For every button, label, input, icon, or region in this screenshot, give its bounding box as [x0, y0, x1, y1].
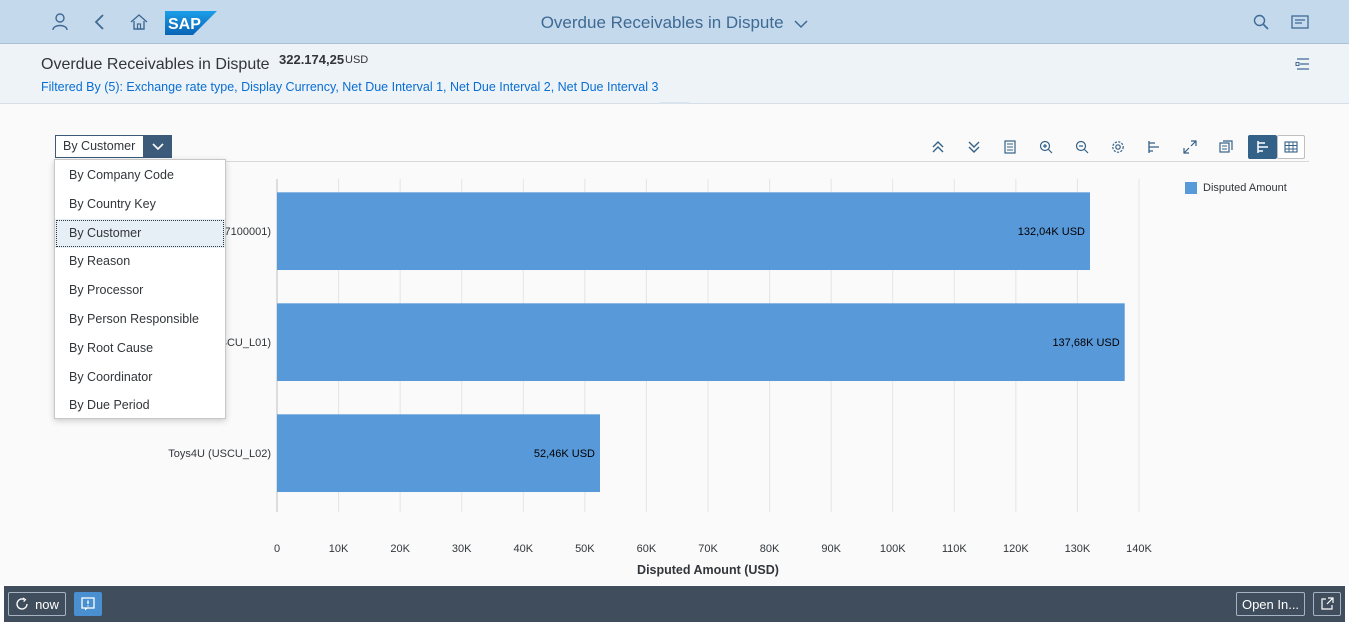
dropdown-option[interactable]: By Due Period — [69, 398, 150, 413]
x-tick-label: 40K — [513, 543, 533, 555]
x-tick-label: 20K — [390, 543, 410, 555]
category-label[interactable]: Toys4U (USCU_L02) — [168, 448, 271, 460]
sort-icon[interactable] — [1140, 135, 1168, 159]
search-icon[interactable] — [1248, 10, 1274, 34]
x-tick-label: 60K — [637, 543, 657, 555]
dropdown-option[interactable]: By Reason — [69, 254, 131, 269]
refresh-label: now — [35, 596, 59, 612]
view-selector-arrow[interactable] — [144, 135, 172, 158]
chart-view-button[interactable] — [1248, 135, 1277, 159]
dropdown-option[interactable]: By Company Code — [69, 168, 174, 182]
object-header: Overdue Receivables in Dispute 322.174,2… — [0, 44, 1349, 104]
dropdown-option[interactable]: By Person Responsible — [69, 312, 199, 326]
chart-legend-item[interactable]: Disputed Amount — [1185, 182, 1287, 194]
share-button[interactable] — [1313, 592, 1341, 616]
x-tick-label: 120K — [1003, 543, 1029, 555]
bar[interactable] — [277, 192, 1090, 271]
refresh-button[interactable]: now — [8, 592, 66, 616]
filter-summary-link[interactable]: Filtered By (5): Exchange rate type, Dis… — [41, 80, 659, 94]
personalize-icon[interactable] — [1212, 135, 1240, 159]
svg-text:SAP: SAP — [168, 16, 201, 33]
x-axis-title: Disputed Amount (USD) — [637, 563, 779, 577]
expand-all-icon[interactable] — [960, 135, 988, 159]
chart-toolbar — [0, 135, 1349, 159]
x-tick-label: 140K — [1126, 543, 1152, 555]
legend-label: Disputed Amount — [1203, 182, 1287, 194]
chevron-down-icon[interactable] — [794, 14, 808, 34]
sap-logo[interactable]: SAP — [165, 11, 217, 35]
details-icon[interactable] — [996, 135, 1024, 159]
view-selector-dropdown: By Company Code By Country Key By Customer… — [54, 159, 226, 419]
shell-title-text[interactable]: Overdue Receivables in Dispute — [540, 13, 784, 32]
x-tick-label: 10K — [329, 543, 349, 555]
collapse-all-icon[interactable] — [924, 135, 952, 159]
x-tick-label: 30K — [452, 543, 472, 555]
table-view-button[interactable] — [1277, 135, 1305, 159]
dropdown-option[interactable]: By Customer — [55, 218, 225, 248]
settings-icon[interactable] — [1104, 135, 1132, 159]
dropdown-option[interactable]: By Root Cause — [69, 340, 154, 355]
dropdown-option[interactable]: By Country Key — [69, 196, 156, 211]
dropdown-option[interactable]: By Processor — [69, 283, 144, 298]
bar-data-label: 52,46K USD — [534, 448, 595, 460]
shell-header: SAP Overdue Receivables in Dispute — [0, 0, 1349, 44]
page-title: Overdue Receivables in Dispute — [41, 56, 270, 73]
chart-view-icon — [1256, 141, 1268, 153]
open-in-button[interactable]: Open In... — [1236, 592, 1305, 616]
category-label[interactable]: …7100001) — [214, 226, 272, 238]
kpi-value: 322.174,25 — [279, 52, 345, 67]
x-tick-label: 130K — [1065, 543, 1091, 555]
back-icon[interactable] — [87, 10, 113, 34]
user-icon[interactable] — [47, 10, 73, 34]
table-view-icon — [1284, 141, 1298, 153]
share-icon — [1321, 597, 1334, 610]
zoom-out-icon[interactable] — [1068, 135, 1096, 159]
kpi-unit: USD — [345, 54, 369, 66]
messages-button[interactable] — [74, 592, 102, 616]
x-tick-label: 0 — [274, 543, 280, 555]
chevron-down-icon — [152, 142, 164, 150]
legend-swatch — [1185, 182, 1197, 194]
x-tick-label: 70K — [698, 543, 718, 555]
x-tick-label: 100K — [880, 543, 906, 555]
zoom-in-icon[interactable] — [1032, 135, 1060, 159]
footer-bar: now Open In... — [4, 586, 1345, 622]
header-menu-icon[interactable] — [1295, 57, 1315, 75]
bar[interactable] — [277, 414, 601, 493]
fullscreen-icon[interactable] — [1176, 135, 1204, 159]
refresh-icon — [16, 597, 28, 610]
bar[interactable] — [277, 303, 1125, 382]
view-selector[interactable]: By Customer — [55, 135, 172, 158]
notifications-icon[interactable] — [1287, 10, 1313, 34]
x-tick-label: 90K — [821, 543, 841, 555]
home-icon[interactable] — [126, 10, 152, 34]
dropdown-option[interactable]: By Coordinator — [69, 369, 153, 384]
x-tick-label: 50K — [575, 543, 595, 555]
view-selector-value[interactable]: By Customer — [55, 135, 144, 158]
bar-data-label: 137,68K USD — [1052, 337, 1119, 349]
toolbar-divider — [55, 161, 1309, 162]
message-icon — [81, 597, 95, 611]
x-tick-label: 110K — [942, 543, 968, 555]
x-tick-label: 80K — [760, 543, 780, 555]
bar-data-label: 132,04K USD — [1018, 226, 1085, 238]
